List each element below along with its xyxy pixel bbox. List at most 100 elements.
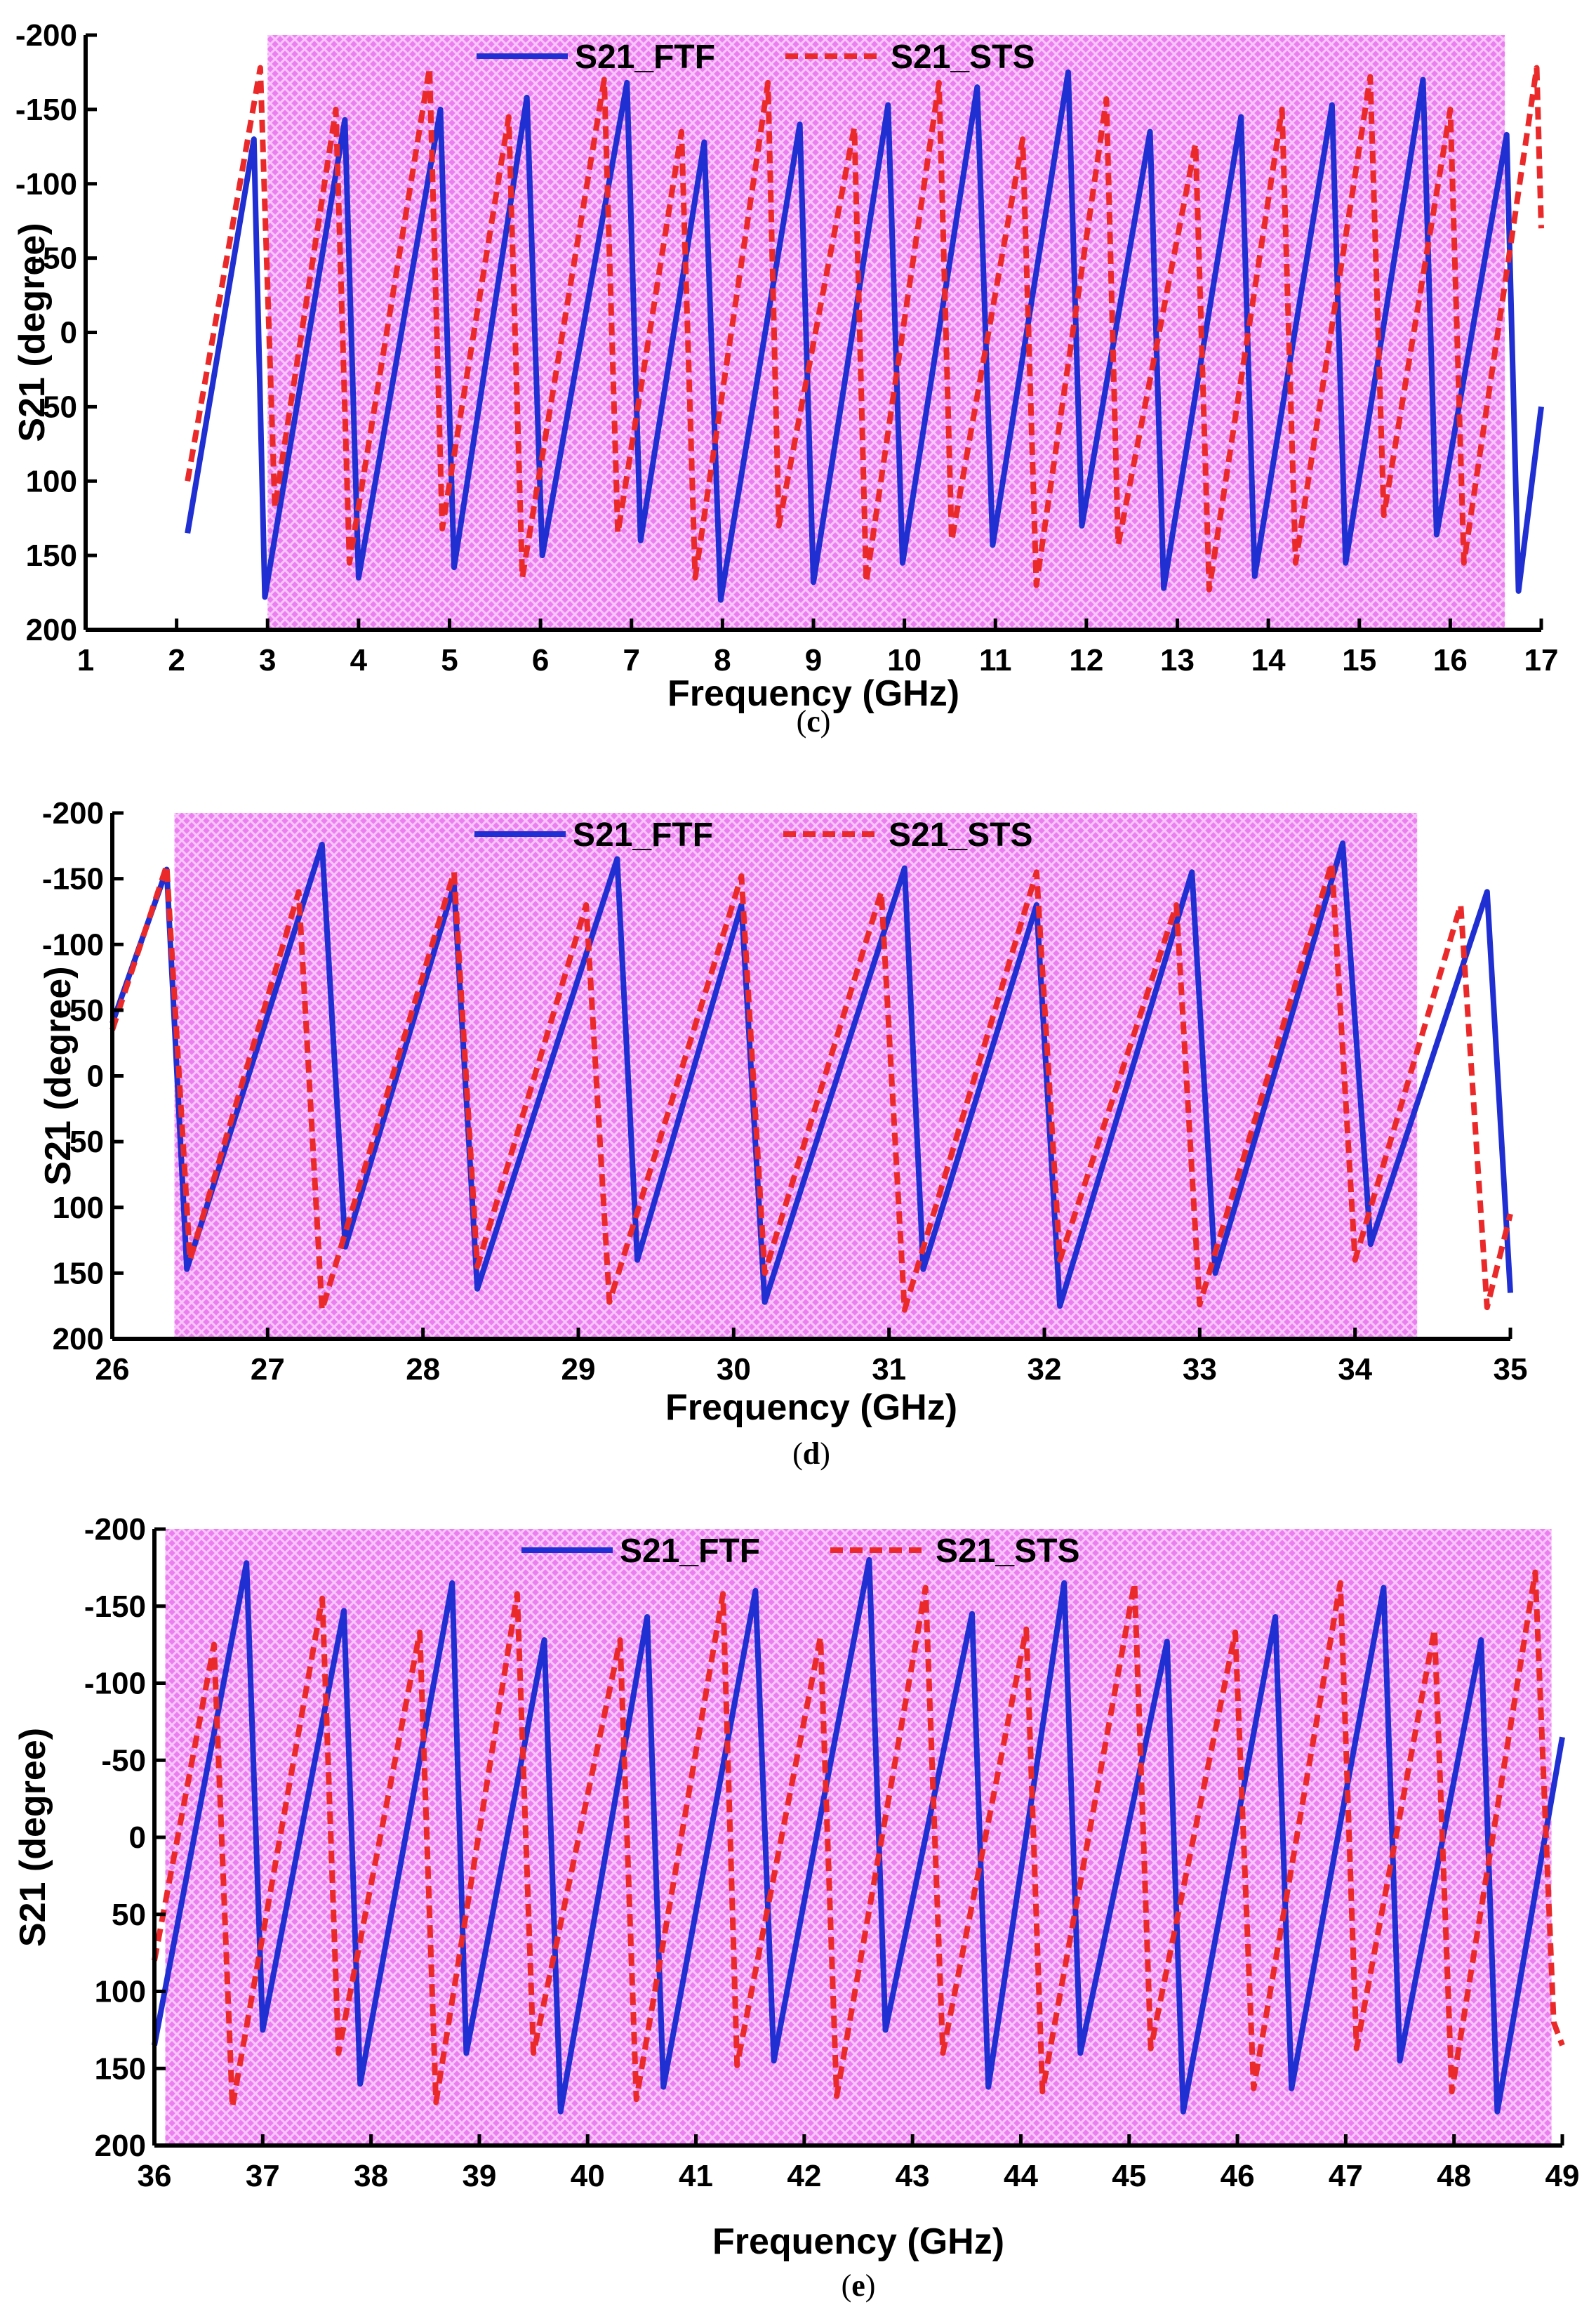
y-tick-label: 50 xyxy=(69,1125,104,1159)
y-tick-label: 200 xyxy=(53,1322,104,1356)
x-tick-label: 39 xyxy=(462,2159,496,2193)
x-tick-label: 14 xyxy=(1251,643,1286,677)
x-tick-label: 17 xyxy=(1524,643,1559,677)
x-tick-label: 1 xyxy=(77,643,94,677)
highlight-band xyxy=(165,1529,1552,2146)
legend: S21_FTF S21_STS xyxy=(474,816,1032,854)
x-tick-label: 12 xyxy=(1069,643,1103,677)
caption-open: ( xyxy=(842,2268,852,2303)
legend: S21_FTF S21_STS xyxy=(521,1533,1079,1570)
x-axis-title: Frequency (GHz) xyxy=(712,2221,1004,2262)
y-tick-label: 100 xyxy=(26,464,77,498)
x-tick-label: 9 xyxy=(805,643,822,677)
panel-caption: (e) xyxy=(842,2268,876,2303)
y-tick-label: -100 xyxy=(42,927,104,962)
legend-label-s21-ftf: S21_FTF xyxy=(575,39,715,76)
caption-close: ) xyxy=(865,2268,876,2303)
x-tick-label: 3 xyxy=(259,643,276,677)
y-tick-label: 150 xyxy=(95,2051,146,2086)
y-tick-label: -150 xyxy=(15,93,77,127)
x-tick-label: 49 xyxy=(1545,2159,1580,2193)
y-tick-label: -50 xyxy=(101,1743,146,1778)
legend-label-s21-ftf: S21_FTF xyxy=(620,1533,760,1570)
highlight-band xyxy=(174,813,1418,1339)
x-tick-label: 32 xyxy=(1028,1352,1062,1387)
x-tick-label: 37 xyxy=(246,2159,280,2193)
series-line-s21-ftf xyxy=(152,1556,1565,2115)
x-tick-label: 8 xyxy=(714,643,731,677)
y-tick-label: 50 xyxy=(43,390,77,424)
y-tick-label: 150 xyxy=(53,1256,104,1290)
y-axis-title: S21 (degree) xyxy=(38,966,79,1185)
x-tick-label: 33 xyxy=(1183,1352,1217,1387)
panel-caption: (d) xyxy=(792,1436,830,1471)
y-tick-label: -200 xyxy=(84,1512,146,1547)
x-tick-label: 45 xyxy=(1112,2159,1146,2193)
x-tick-label: 28 xyxy=(406,1352,440,1387)
legend: S21_FTF S21_STS xyxy=(477,39,1035,76)
caption-open: ( xyxy=(797,704,807,739)
y-tick-label: -150 xyxy=(84,1589,146,1624)
y-tick-label: -50 xyxy=(32,242,77,276)
legend-label-s21-sts: S21_STS xyxy=(889,816,1032,854)
x-tick-label: 41 xyxy=(679,2159,713,2193)
x-axis-title: Frequency (GHz) xyxy=(665,1387,957,1428)
y-tick-label: -150 xyxy=(42,862,104,897)
y-tick-label: 200 xyxy=(26,613,77,647)
y-tick-label: 0 xyxy=(129,1820,146,1855)
x-tick-label: 15 xyxy=(1342,643,1376,677)
y-tick-label: 0 xyxy=(60,316,77,350)
y-tick-label: 0 xyxy=(87,1059,104,1094)
x-tick-label: 27 xyxy=(251,1352,285,1387)
y-tick-label: -100 xyxy=(84,1667,146,1701)
x-tick-label: 43 xyxy=(896,2159,930,2193)
y-tick-label: 150 xyxy=(26,538,77,573)
x-tick-label: 10 xyxy=(887,643,922,677)
x-tick-label: 13 xyxy=(1160,643,1195,677)
series-line-s21-ftf xyxy=(109,840,1513,1309)
y-tick-label: 100 xyxy=(95,1975,146,2009)
caption-open: ( xyxy=(792,1436,803,1471)
x-tick-label: 6 xyxy=(532,643,549,677)
x-tick-label: 36 xyxy=(138,2159,172,2193)
x-tick-label: 40 xyxy=(571,2159,605,2193)
x-tick-label: 4 xyxy=(350,643,368,677)
y-tick-label: 50 xyxy=(112,1898,146,1932)
caption-close: ) xyxy=(820,1436,830,1471)
x-tick-label: 2 xyxy=(168,643,185,677)
legend-label-s21-sts: S21_STS xyxy=(936,1533,1079,1570)
caption-close: ) xyxy=(820,704,831,739)
x-tick-label: 47 xyxy=(1329,2159,1363,2193)
series-line-s21-ftf xyxy=(185,69,1544,603)
y-tick-label: 200 xyxy=(95,2129,146,2163)
series-line-s21-sts xyxy=(109,860,1513,1313)
x-tick-label: 44 xyxy=(1004,2159,1038,2193)
x-tick-label: 5 xyxy=(441,643,458,677)
legend-label-s21-ftf: S21_FTF xyxy=(573,816,713,854)
y-axis-title: S21 (degree) xyxy=(13,1728,53,1947)
y-tick-label: -100 xyxy=(15,167,77,201)
x-tick-label: 7 xyxy=(623,643,640,677)
x-tick-label: 29 xyxy=(561,1352,596,1387)
x-tick-label: 26 xyxy=(95,1352,130,1387)
legend-label-s21-sts: S21_STS xyxy=(891,39,1035,76)
x-axis-title: Frequency (GHz) xyxy=(667,673,959,714)
y-tick-label: -200 xyxy=(15,18,77,53)
y-tick-label: 100 xyxy=(53,1191,104,1225)
x-tick-label: 34 xyxy=(1338,1352,1372,1387)
caption-letter: e xyxy=(851,2268,865,2303)
caption-letter: c xyxy=(806,704,820,739)
x-tick-label: 31 xyxy=(872,1352,906,1387)
panel-caption: (c) xyxy=(797,704,831,739)
y-axis-title: S21 (degree) xyxy=(12,223,53,442)
y-tick-label: -50 xyxy=(59,993,104,1028)
y-tick-label: -200 xyxy=(42,796,104,831)
x-tick-label: 48 xyxy=(1437,2159,1471,2193)
caption-letter: d xyxy=(803,1436,820,1471)
x-tick-label: 30 xyxy=(717,1352,751,1387)
series-line-s21-sts xyxy=(152,1569,1565,2110)
